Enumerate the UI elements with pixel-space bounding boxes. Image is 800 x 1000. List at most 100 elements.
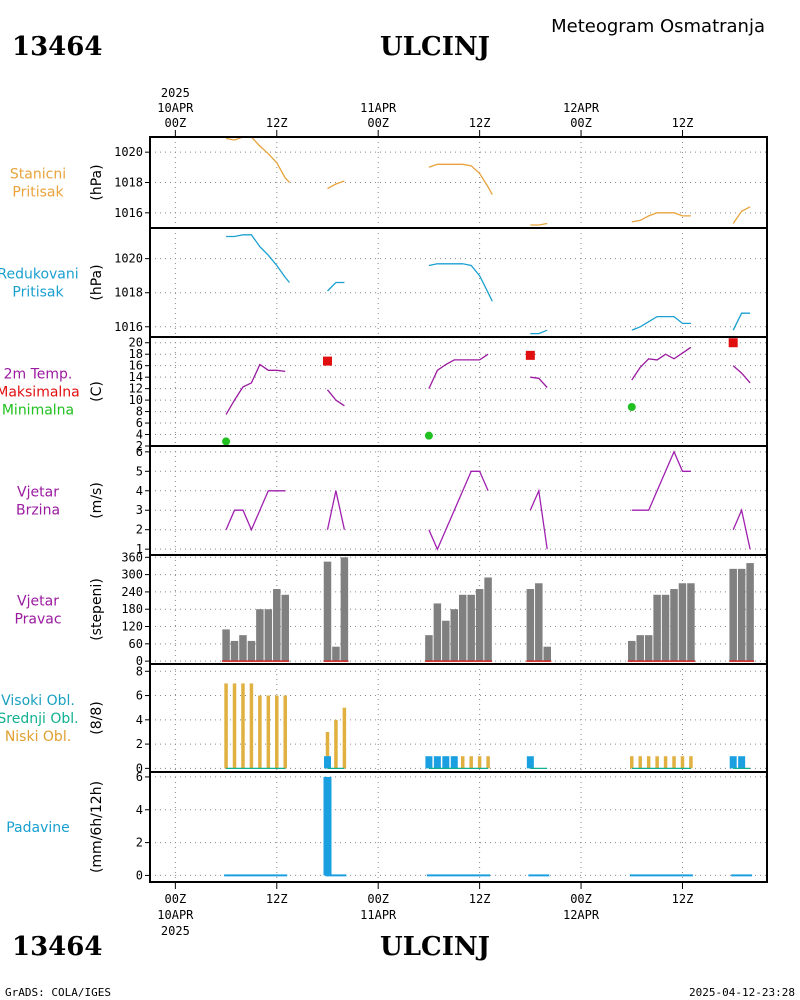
low-cloud-bar [232, 683, 237, 769]
time-label-bottom: 11APR [360, 908, 397, 922]
series-line [631, 315, 691, 331]
series-line [327, 180, 345, 190]
series-line [732, 365, 751, 384]
y-tick-label: 1018 [114, 286, 143, 300]
direction-bar [332, 646, 340, 662]
series-line [732, 312, 751, 331]
high-cloud-bar [526, 756, 534, 769]
tmin-point [424, 431, 433, 440]
time-label-top: 00Z [570, 116, 592, 130]
y-tick-label: 1016 [114, 320, 143, 334]
direction-bar [256, 609, 264, 662]
time-label-bottom: 2025 [161, 924, 190, 938]
panel-label: Pritisak [12, 185, 64, 201]
low-cloud-bar [469, 756, 473, 769]
direction-bar [222, 629, 230, 662]
y-tick-label: 1020 [114, 145, 143, 159]
direction-bar [535, 583, 543, 662]
station-id-top: 13464 [12, 32, 102, 62]
time-label-top: 11APR [360, 101, 397, 115]
y-axis-label: (C) [89, 381, 105, 402]
time-label-bottom: 12APR [563, 908, 600, 922]
time-label-bottom: 00Z [367, 892, 389, 906]
time-label-bottom: 12Z [469, 892, 491, 906]
series-line [631, 212, 691, 223]
direction-bar [484, 577, 492, 662]
y-tick-label: 12 [129, 382, 143, 396]
tmax-point [525, 350, 535, 360]
panel-station_pressure: 1016 1018 1020 (hPa) Stanicni Pritisak [10, 136, 768, 229]
panel-label: 2m Temp. [4, 367, 73, 383]
series-line [428, 263, 493, 302]
y-axis-label: (mm/6h/12h) [89, 781, 105, 873]
direction-bar [247, 640, 256, 662]
y-tick-label: 6 [136, 445, 143, 459]
series-line [631, 450, 691, 511]
source-credit: GrADS: COLA/IGES [5, 986, 111, 999]
y-tick-label: 14 [129, 370, 143, 384]
high-cloud-bar [450, 756, 458, 769]
high-cloud-bar [738, 756, 746, 769]
panel-reduced_pressure: 1016 1018 1020 (hPa) Redukovani Pritisak [0, 227, 768, 338]
y-tick-label: 0 [136, 868, 143, 882]
direction-bar [323, 561, 332, 662]
station-name-bottom: ULCINJ [380, 932, 490, 962]
direction-bar [678, 583, 687, 662]
y-tick-label: 2 [136, 439, 143, 453]
low-cloud-bar [266, 695, 271, 769]
series-line [226, 234, 290, 283]
panel-wind_speed: 1 2 3 4 5 6 (m/s) Vjetar Brzina [16, 445, 768, 556]
direction-bar [340, 557, 349, 662]
low-cloud-bar [477, 756, 482, 769]
direction-bar [543, 646, 551, 662]
y-tick-label: 20 [129, 336, 143, 350]
y-axis-label: (hPa) [89, 264, 105, 300]
y-tick-label: 18 [129, 347, 143, 361]
time-label-top: 10APR [157, 101, 194, 115]
direction-bar [653, 594, 661, 662]
panel-label: Pritisak [12, 285, 64, 301]
chart-subtitle: Meteogram Osmatranja [551, 16, 765, 37]
series-line [327, 281, 345, 292]
y-tick-label: 0 [136, 761, 143, 775]
panel-label: Redukovani [0, 267, 79, 283]
y-tick-label: 120 [121, 620, 143, 634]
panel-label: Pravac [14, 612, 61, 628]
low-cloud-bar [275, 695, 279, 769]
y-tick-label: 6 [136, 689, 143, 703]
high-cloud-bar [323, 756, 331, 769]
direction-bar [670, 589, 678, 662]
high-cloud-bar [425, 756, 433, 769]
y-tick-label: 4 [136, 484, 143, 498]
series-line [225, 490, 286, 532]
y-tick-label: 6 [136, 770, 143, 784]
direction-bar [729, 568, 737, 662]
direction-bar [458, 594, 467, 662]
y-tick-label: 180 [121, 602, 143, 616]
low-cloud-bar [334, 719, 338, 769]
station-name-top: ULCINJ [380, 32, 490, 62]
y-tick-label: 4 [136, 428, 143, 442]
direction-bar [450, 609, 459, 662]
time-label-bottom: 12Z [672, 892, 694, 906]
y-tick-label: 8 [136, 664, 143, 678]
direction-bar [628, 640, 636, 662]
panels-layer: 101610181020(hPa)StanicniPritisak1016101… [0, 136, 768, 883]
tmax-point [728, 338, 738, 348]
low-cloud-bar [241, 683, 245, 769]
y-tick-label: 2 [136, 523, 143, 537]
y-tick-label: 1018 [114, 176, 143, 190]
series-line [530, 222, 548, 226]
panel-frame [149, 136, 768, 229]
direction-bar [737, 568, 746, 662]
plot-timestamp: 2025-04-12-23:28 [689, 986, 795, 999]
panel-label: Vjetar [17, 485, 59, 501]
series-line [428, 353, 489, 389]
panel-label: Vjetar [17, 594, 59, 610]
direction-bar [230, 640, 239, 662]
y-tick-label: 2 [136, 836, 143, 850]
low-cloud-bar [460, 756, 465, 769]
series-line [631, 346, 692, 381]
